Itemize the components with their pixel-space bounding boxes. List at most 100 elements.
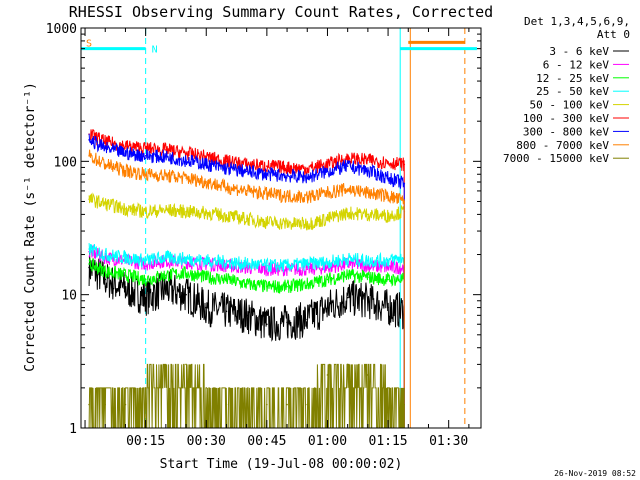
y-tick-label-1000: 1000 [46,22,77,37]
series-6-12-kev-point-4 [165,259,167,262]
series-3-6-kev-point-12 [326,306,329,309]
series-7000-15000-kev-point-15 [387,387,389,389]
series-7000-15000-kev-point-13 [346,363,349,366]
series-50-100-kev-trace [88,192,405,231]
x-axis-label: Start Time (19-Jul-08 00:00:02) [160,457,403,472]
series-25-50-kev-point-12 [326,261,329,264]
series-7000-15000-kev-trace [88,363,405,428]
series-3-6-kev-point-0 [88,266,90,269]
series-6-12-kev-point-11 [306,268,309,271]
y-axis-label: Corrected Count Rate (s⁻¹ detector⁻¹) [23,82,38,372]
series-25-50-kev-point-9 [266,264,268,267]
series-12-25-kev-point-7 [225,278,228,281]
series-800-7000-kev-point-6 [205,181,208,183]
x-tick-label-00-45: 00:45 [247,434,286,449]
legend-100-300-kev-label: 100 - 300 keV [523,112,609,125]
series-12-25-kev-point-4 [165,274,167,276]
series-300-800-kev-point-2 [124,152,127,155]
series-12-25-kev-point-13 [346,274,349,276]
series-6-12-kev-point-15 [387,266,389,269]
series-100-300-kev-point-11 [306,167,309,170]
series-25-50-kev-point-1 [104,253,107,256]
series-300-800-kev-point-3 [144,155,147,157]
series-12-25-kev-point-3 [144,278,147,281]
series-800-7000-kev-point-12 [326,192,329,194]
series-800-7000-kev-point-9 [266,193,268,195]
series-100-300-kev-point-6 [205,156,208,158]
series-3-6-kev-point-8 [245,314,248,317]
series-800-7000-kev-point-1 [104,163,107,166]
series-12-25-kev-point-9 [266,285,268,288]
series-12-25-kev-point-5 [185,272,187,274]
series-25-50-kev-point-15 [387,259,389,262]
series-3-6-kev-point-3 [144,296,147,299]
series-25-50-kev-point-3 [144,259,147,262]
series-3-6-kev-point-13 [346,296,349,299]
plot-area [81,28,477,428]
chart-title: RHESSI Observing Summary Count Rates, Co… [69,3,493,21]
series-12-25-kev-point-12 [326,278,329,281]
legend-title-line2: Att 0 [597,28,630,41]
series-50-100-kev-point-14 [367,213,369,216]
series-25-50-kev-point-14 [367,259,369,262]
legend-800-7000-kev-label: 800 - 7000 keV [516,139,609,152]
series-25-50-kev-point-10 [286,264,288,267]
series-7000-15000-kev-point-7 [225,403,228,406]
series-3-6-kev-trace [88,252,405,342]
series-50-100-kev-point-11 [306,223,309,225]
series-300-800-kev-point-7 [225,167,228,170]
series-12-25-kev-point-1 [104,270,107,272]
series-6-12-kev-point-10 [286,268,288,271]
series-50-100-kev-point-6 [205,212,208,214]
series-100-300-kev-point-10 [286,166,288,169]
series-800-7000-kev-point-2 [124,169,127,172]
series-7000-15000-kev-point-1 [104,403,107,406]
series-800-7000-kev-point-11 [306,196,309,198]
series-100-300-kev-point-12 [326,163,329,166]
series-800-7000-kev-point-15 [387,195,389,197]
series-800-7000-kev-point-8 [245,190,248,192]
series-100-300-kev-point-4 [165,149,167,151]
series-12-25-kev-point-0 [88,263,90,265]
x-tick-label-00-30: 00:30 [187,434,226,449]
state-label-n: N [152,45,158,56]
series-6-12-kev-point-12 [326,266,329,269]
series-3-6-kev-point-1 [104,278,107,281]
x-tick-label-01-00: 01:00 [308,434,347,449]
series-7000-15000-kev-point-8 [245,403,248,406]
series-12-25-kev-point-15 [387,278,389,281]
series-50-100-kev-point-1 [104,203,107,205]
series-50-100-kev-point-13 [346,212,349,214]
series-100-300-kev-point-15 [387,161,389,164]
series-25-50-kev-point-13 [346,258,349,260]
series-800-7000-kev-point-4 [165,174,167,177]
series-3-6-kev-point-7 [225,310,228,313]
series-800-7000-kev-point-0 [88,155,90,157]
series-50-100-kev-point-3 [144,210,147,213]
series-300-800-kev-point-6 [205,163,208,166]
series-12-25-kev-point-8 [245,283,248,285]
series-7000-15000-kev-point-12 [326,374,329,376]
series-25-50-kev-point-6 [205,259,208,262]
series-800-7000-kev-point-16 [403,200,406,203]
series-25-50-kev-point-5 [185,258,187,260]
series-300-800-kev-point-5 [185,159,187,161]
series-50-100-kev-point-7 [225,215,228,217]
series-300-800-kev-point-10 [286,174,288,177]
series-12-25-kev-point-2 [124,274,127,276]
series-3-6-kev-point-2 [124,288,127,290]
series-50-100-kev-point-12 [326,218,329,220]
y-tick-label-100: 100 [54,155,77,170]
series-100-300-kev-point-16 [403,163,406,166]
series-300-800-kev-trace [88,133,405,189]
series-7000-15000-kev-point-11 [306,403,309,406]
series-100-300-kev-point-2 [124,145,127,147]
series-25-50-kev-point-8 [245,263,248,265]
series-800-7000-kev-point-7 [225,186,228,188]
series-3-6-kev-point-5 [185,293,187,296]
series-50-100-kev-point-8 [245,218,248,220]
series-7000-15000-kev [88,363,406,428]
series-7000-15000-kev-point-5 [185,363,187,366]
